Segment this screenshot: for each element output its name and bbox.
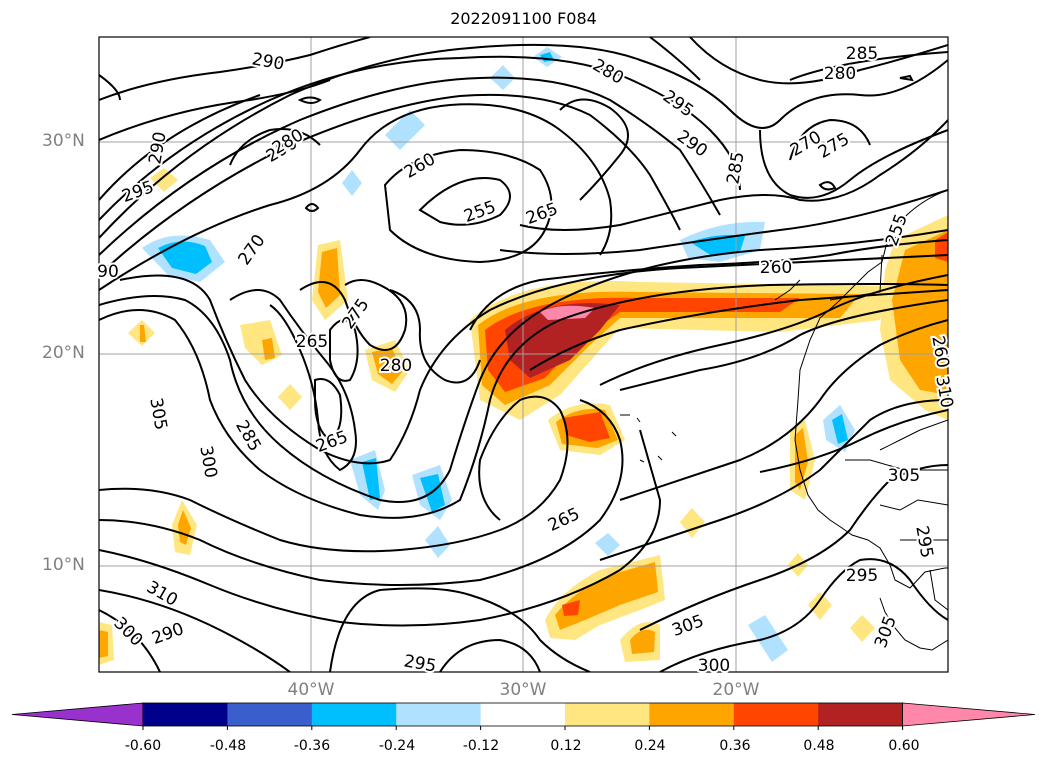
colorbar-tick: 0.48 xyxy=(803,738,835,754)
contour-label: 280 xyxy=(589,55,627,89)
colorbar-tick: 0.24 xyxy=(634,738,666,754)
colorbar-tick: -0.48 xyxy=(209,738,247,754)
positive-anomaly-shading xyxy=(99,168,948,665)
colorbar-segment xyxy=(396,703,482,726)
colorbar-tick: -0.24 xyxy=(378,738,416,754)
latitude-label-20n: 20°N xyxy=(42,343,85,363)
coastlines xyxy=(620,189,948,651)
contour-label: 90 xyxy=(97,262,119,282)
colorbar-tick: -0.60 xyxy=(124,738,162,754)
contour-label: 300 xyxy=(698,656,730,676)
colorbar-frame xyxy=(142,702,903,727)
colorbar-segment xyxy=(565,703,650,726)
contour-label: 265 xyxy=(545,504,583,536)
contour-label: 265 xyxy=(523,199,560,229)
contour-label: 255 xyxy=(461,197,498,227)
longitude-label-40w: 40°W xyxy=(287,680,335,700)
colorbar-tick: 0.12 xyxy=(550,738,582,754)
map-title: 2022091100 F084 xyxy=(450,9,597,28)
contour-label: 280 xyxy=(380,356,412,376)
longitude-label-30w: 30°W xyxy=(499,680,547,700)
colorbar-extension-high xyxy=(902,702,1036,727)
map-frame xyxy=(98,36,949,673)
latitude-label-30n: 30°N xyxy=(42,131,85,151)
contour-label: 305 xyxy=(871,613,901,650)
contour-label: 270 xyxy=(235,231,270,269)
colorbar-segment xyxy=(733,703,819,726)
latitude-label-10n: 10°N xyxy=(42,555,85,575)
colorbar-segment xyxy=(818,703,904,726)
negative-anomaly-shading xyxy=(142,47,855,662)
contour-label: 305 xyxy=(888,466,920,486)
longitude-label-20w: 20°W xyxy=(712,680,760,700)
contour-label: 310 xyxy=(931,374,956,409)
contour-label: 290 xyxy=(673,127,711,162)
colorbar-segment xyxy=(227,703,313,726)
contour-label: 285 xyxy=(723,150,748,185)
contour-label: 295 xyxy=(402,651,437,676)
contour-label: 290 xyxy=(149,619,186,649)
colorbar-extension-low xyxy=(11,702,144,727)
contour-label: 295 xyxy=(119,177,156,207)
colorbar-tick: 0.36 xyxy=(719,738,751,754)
contour-label: 300 xyxy=(195,444,220,479)
contour-label: 260 xyxy=(760,258,792,278)
contour-label: 295 xyxy=(911,524,936,559)
colorbar-tick: 0.60 xyxy=(888,738,920,754)
contour-label: 290 xyxy=(250,49,285,74)
contour-label: 295 xyxy=(659,87,697,122)
colorbar-segment xyxy=(311,703,397,726)
colorbar-tick: -0.12 xyxy=(462,738,500,754)
colorbar-segment xyxy=(143,703,228,726)
contour-label: 265 xyxy=(296,332,328,352)
contour-label: 275 xyxy=(815,129,853,163)
colorbar-tick: -0.36 xyxy=(293,738,331,754)
colorbar-segment xyxy=(649,703,735,726)
colorbar-segment xyxy=(480,703,566,726)
contour-label: 305 xyxy=(669,611,706,641)
contour-label: 285 xyxy=(846,44,878,64)
contour-label: 305 xyxy=(145,396,170,431)
colorbar xyxy=(11,702,1036,730)
height-contours xyxy=(99,37,948,672)
contour-label: 295 xyxy=(846,566,878,586)
map-plot-area xyxy=(99,37,948,672)
contour-label: 280 xyxy=(824,64,856,84)
